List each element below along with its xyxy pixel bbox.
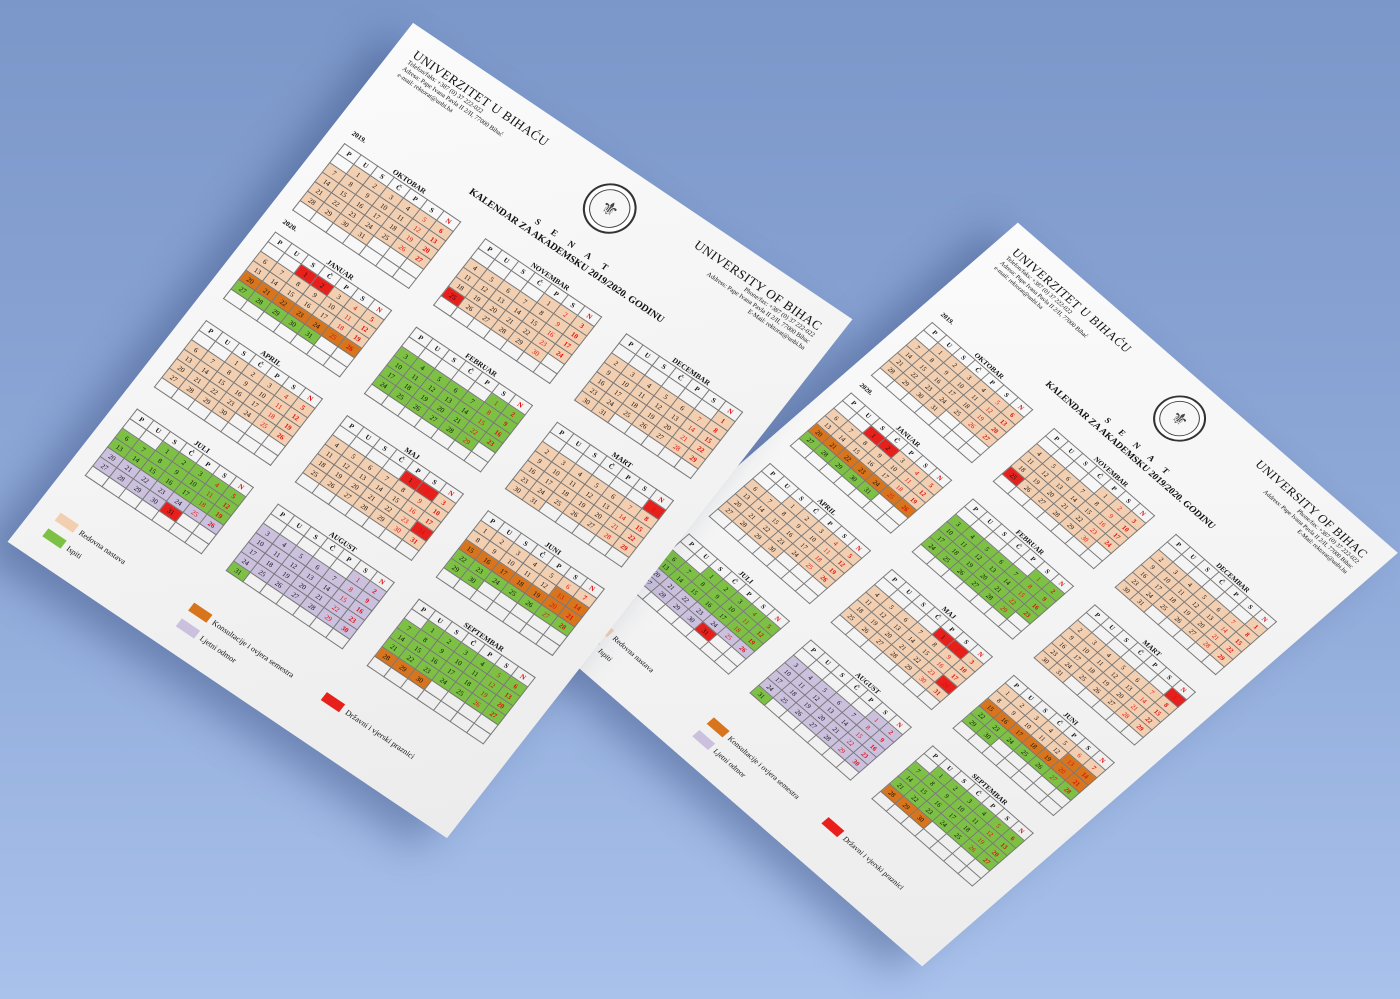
phone-english: Phone/fax: +387 (0) 37 222-022 [742, 286, 817, 339]
legend-label: Državni i vjerski praznici [841, 834, 907, 891]
legend-swatch [321, 692, 346, 713]
legend-swatch [175, 618, 200, 639]
legend-label: Ispiti [64, 543, 85, 561]
legend-swatch [691, 729, 715, 750]
legend-swatch [187, 602, 213, 623]
legend-item-odmor: Ljetni odmor [691, 729, 814, 836]
legend-item-odmor: Ljetni odmor [175, 618, 314, 716]
legend-swatch [821, 817, 845, 838]
legend-swatch [706, 717, 730, 738]
legend-label: Ispiti [596, 646, 615, 663]
legend-label: Državni i vjerski praznici [343, 707, 417, 761]
university-seal-icon: ⚜ [572, 173, 648, 244]
legend-swatch [54, 512, 80, 533]
legend-swatch [42, 528, 67, 549]
university-seal-icon: ⚜ [1142, 386, 1218, 452]
legend-item-ispiti: Ispiti [42, 528, 181, 626]
